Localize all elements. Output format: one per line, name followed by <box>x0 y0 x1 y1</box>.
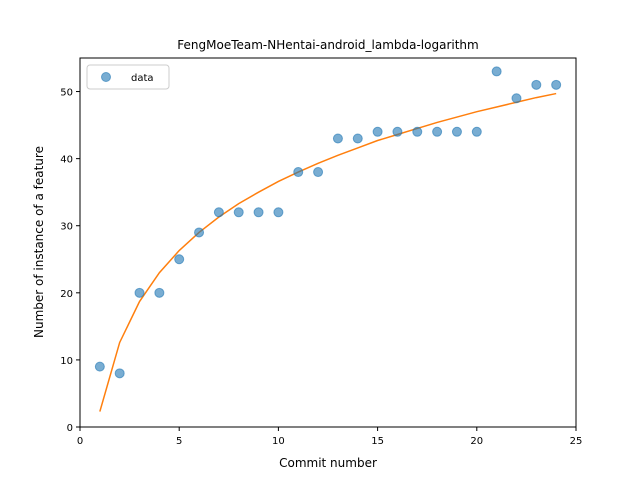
y-tick-label: 20 <box>60 289 73 300</box>
data-point <box>293 167 304 178</box>
x-tick-label: 5 <box>176 436 182 447</box>
y-tick-label: 0 <box>67 423 73 434</box>
data-point <box>332 133 343 144</box>
x-tick-label: 20 <box>470 436 483 447</box>
data-point <box>134 287 145 298</box>
data-point <box>213 207 224 218</box>
plot-frame <box>79 57 577 428</box>
data-point <box>253 207 264 218</box>
x-tick-label: 0 <box>77 436 83 447</box>
data-point <box>471 126 482 137</box>
x-ticks: 0 5 10 15 20 25 <box>77 427 583 447</box>
data-points-layer <box>94 66 562 379</box>
data-point <box>511 93 522 104</box>
plot-area <box>80 58 576 427</box>
legend-label-data: data <box>131 73 154 84</box>
data-point <box>372 126 383 137</box>
data-point <box>233 207 244 218</box>
data-point <box>273 207 284 218</box>
data-point <box>551 79 562 90</box>
data-point <box>352 133 363 144</box>
x-tick-label: 25 <box>570 436 583 447</box>
fit-line-layer <box>99 92 557 412</box>
data-point <box>412 126 423 137</box>
y-tick-label: 50 <box>60 88 73 99</box>
data-point <box>451 126 462 137</box>
chart-title: FengMoeTeam-NHentai-android_lambda-logar… <box>177 38 478 52</box>
legend-marker-data <box>101 72 111 82</box>
y-tick-label: 30 <box>60 222 73 233</box>
x-tick-label: 10 <box>272 436 285 447</box>
data-point <box>174 254 185 265</box>
data-point <box>114 368 125 379</box>
data-point <box>194 227 205 238</box>
data-point <box>392 126 403 137</box>
data-point <box>154 287 165 298</box>
data-point <box>313 167 324 178</box>
data-point <box>432 126 443 137</box>
legend: data <box>86 64 170 90</box>
x-tick-label: 15 <box>371 436 384 447</box>
legend-box <box>86 64 170 90</box>
y-tick-label: 10 <box>60 356 73 367</box>
y-tick-label: 40 <box>60 155 73 166</box>
data-point <box>94 361 105 372</box>
y-ticks: 0 10 20 30 40 50 <box>60 88 80 434</box>
data-point <box>531 79 542 90</box>
fit-line <box>99 92 557 412</box>
data-point <box>491 66 502 77</box>
y-axis-label: Number of instance of a feature <box>32 146 46 338</box>
x-axis-label: Commit number <box>279 456 377 470</box>
